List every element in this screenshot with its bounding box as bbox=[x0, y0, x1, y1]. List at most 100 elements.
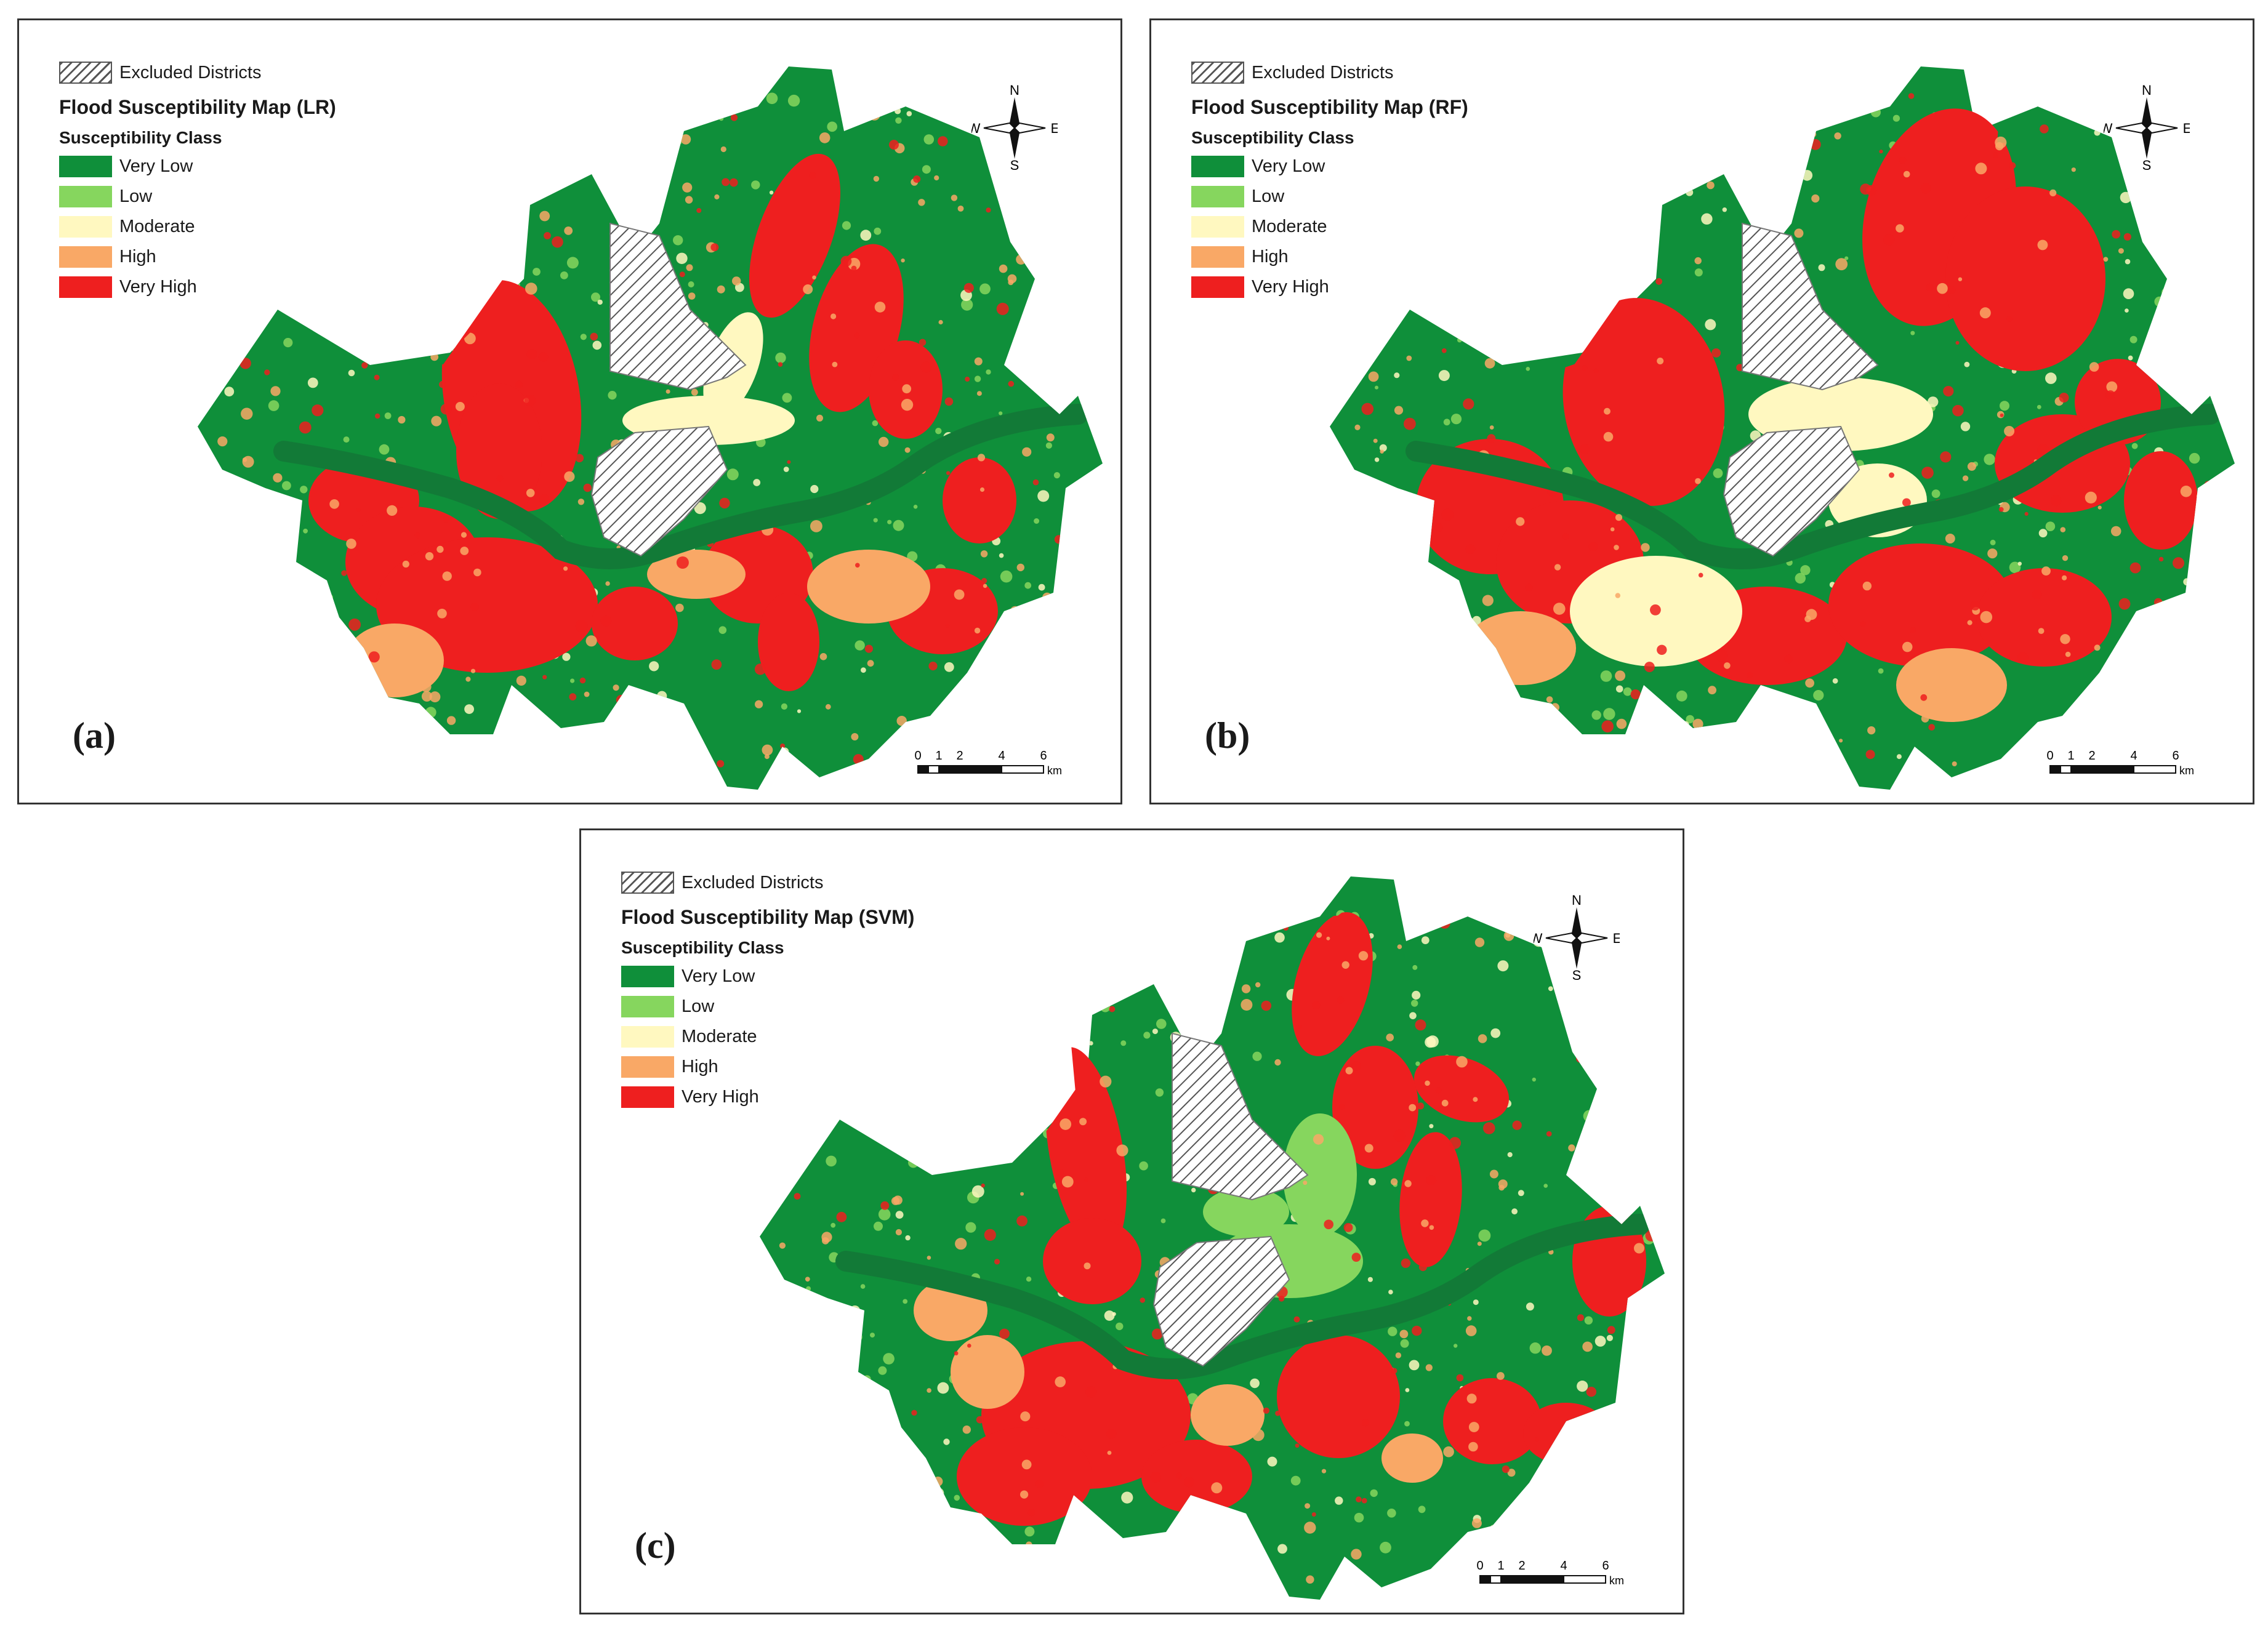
speckle bbox=[1546, 696, 1553, 703]
zone-hot bbox=[1976, 568, 2112, 667]
speckle bbox=[808, 1514, 821, 1526]
speckle bbox=[960, 1156, 970, 1166]
speckle bbox=[842, 221, 851, 230]
speckle bbox=[1602, 762, 1607, 768]
speckle bbox=[505, 161, 512, 168]
speckle bbox=[1620, 1541, 1628, 1549]
speckle bbox=[1614, 545, 1619, 550]
speckle bbox=[1443, 1446, 1454, 1458]
compass-north-point bbox=[1010, 97, 1019, 128]
speckle bbox=[2017, 561, 2022, 566]
speckle bbox=[1611, 1443, 1620, 1452]
speckle bbox=[927, 1256, 931, 1260]
speckle bbox=[2094, 129, 2101, 136]
speckle bbox=[1016, 563, 1025, 572]
speckle bbox=[1581, 254, 1586, 260]
speckle bbox=[1326, 936, 1330, 940]
speckle bbox=[1860, 621, 1866, 627]
speckle bbox=[1763, 180, 1772, 190]
class-title: Susceptibility Class bbox=[59, 128, 222, 147]
speckle bbox=[1399, 1329, 1409, 1339]
speckle bbox=[1806, 609, 1817, 620]
speckle bbox=[1844, 256, 1849, 260]
speckle bbox=[1835, 258, 1848, 271]
speckle bbox=[896, 716, 907, 726]
speckle bbox=[1760, 686, 1769, 696]
speckle bbox=[1747, 672, 1753, 679]
speckle bbox=[1625, 1008, 1632, 1016]
panel-label: (a) bbox=[73, 715, 116, 756]
speckle bbox=[694, 502, 706, 515]
speckle bbox=[624, 744, 633, 755]
speckle bbox=[1681, 149, 1694, 161]
speckle bbox=[1321, 1469, 1327, 1474]
speckle bbox=[779, 1305, 789, 1315]
speckle bbox=[863, 1375, 871, 1383]
speckle bbox=[753, 479, 761, 486]
speckle bbox=[1633, 760, 1637, 764]
speckle bbox=[903, 1299, 908, 1304]
speckle bbox=[331, 326, 342, 337]
speckle bbox=[1019, 1573, 1027, 1581]
speckle bbox=[1807, 702, 1813, 709]
swatch-high bbox=[59, 246, 112, 268]
speckle bbox=[1393, 595, 1399, 601]
speckle bbox=[430, 199, 436, 206]
speckle bbox=[1409, 1104, 1417, 1112]
speckle bbox=[1630, 689, 1641, 700]
speckle bbox=[278, 758, 288, 767]
speckle bbox=[564, 471, 575, 482]
speckle bbox=[1516, 517, 1525, 526]
zone-hot bbox=[1043, 1218, 1141, 1304]
speckle bbox=[783, 467, 789, 472]
speckle bbox=[1160, 1218, 1166, 1224]
speckle bbox=[1100, 1002, 1111, 1012]
scale-tick-label: 0 bbox=[2046, 749, 2053, 763]
speckle bbox=[717, 285, 725, 294]
speckle bbox=[812, 275, 816, 280]
speckle bbox=[764, 754, 770, 760]
speckle bbox=[1781, 126, 1793, 137]
speckle bbox=[1593, 368, 1599, 374]
speckle bbox=[682, 182, 693, 193]
speckle bbox=[1484, 358, 1495, 369]
speckle bbox=[1582, 365, 1588, 371]
speckle bbox=[1507, 1469, 1516, 1477]
scale-unit: km bbox=[1609, 1574, 1624, 1587]
scale-tick-label: 0 bbox=[914, 749, 921, 763]
speckle bbox=[1207, 1570, 1219, 1582]
speckle bbox=[901, 1113, 909, 1121]
speckle bbox=[1116, 1144, 1128, 1157]
legend-item-very-low: Very Low bbox=[59, 151, 404, 182]
speckle bbox=[976, 1416, 984, 1424]
speckle bbox=[592, 340, 602, 350]
speckle bbox=[1483, 1122, 1495, 1134]
speckle bbox=[938, 319, 943, 325]
speckle bbox=[1526, 1302, 1534, 1311]
speckle bbox=[2196, 491, 2206, 501]
speckle bbox=[2059, 393, 2069, 403]
speckle bbox=[1140, 1297, 1146, 1303]
speckle bbox=[552, 236, 563, 248]
speckle bbox=[1465, 1325, 1477, 1336]
speckle bbox=[1004, 1081, 1016, 1094]
speckle bbox=[661, 752, 669, 760]
speckle bbox=[1899, 157, 1907, 164]
speckle bbox=[928, 662, 938, 671]
speckle bbox=[1615, 135, 1627, 147]
speckle bbox=[1343, 1223, 1353, 1232]
speckle bbox=[1300, 902, 1306, 908]
speckle bbox=[460, 532, 467, 538]
speckle bbox=[915, 1457, 925, 1466]
speckle bbox=[826, 1155, 837, 1167]
speckle bbox=[1027, 1509, 1035, 1517]
speckle bbox=[494, 226, 502, 233]
speckle bbox=[1431, 612, 1444, 625]
speckle bbox=[839, 1392, 845, 1398]
speckle bbox=[1374, 564, 1384, 574]
speckle bbox=[809, 1361, 822, 1374]
speckle bbox=[1008, 659, 1020, 670]
speckle bbox=[460, 547, 469, 555]
compass-label-n: N bbox=[2142, 85, 2152, 98]
speckle bbox=[1032, 358, 1037, 363]
